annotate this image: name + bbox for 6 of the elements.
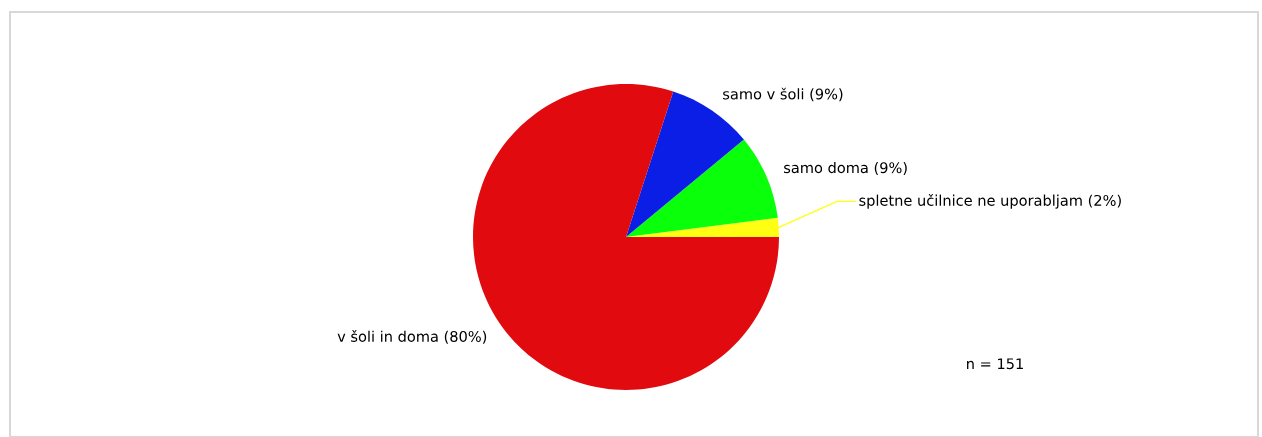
slice-label: v šoli in doma (80%) bbox=[337, 330, 487, 344]
text: n = 151 bbox=[967, 358, 1023, 370]
slice-label: samo doma (9%) bbox=[784, 161, 907, 175]
slice-label: samo v šoli (9%) bbox=[723, 87, 843, 102]
pie-slice bbox=[626, 139, 778, 237]
slice-label: spletne učilnice ne uporabljam (2%) bbox=[859, 194, 1121, 209]
